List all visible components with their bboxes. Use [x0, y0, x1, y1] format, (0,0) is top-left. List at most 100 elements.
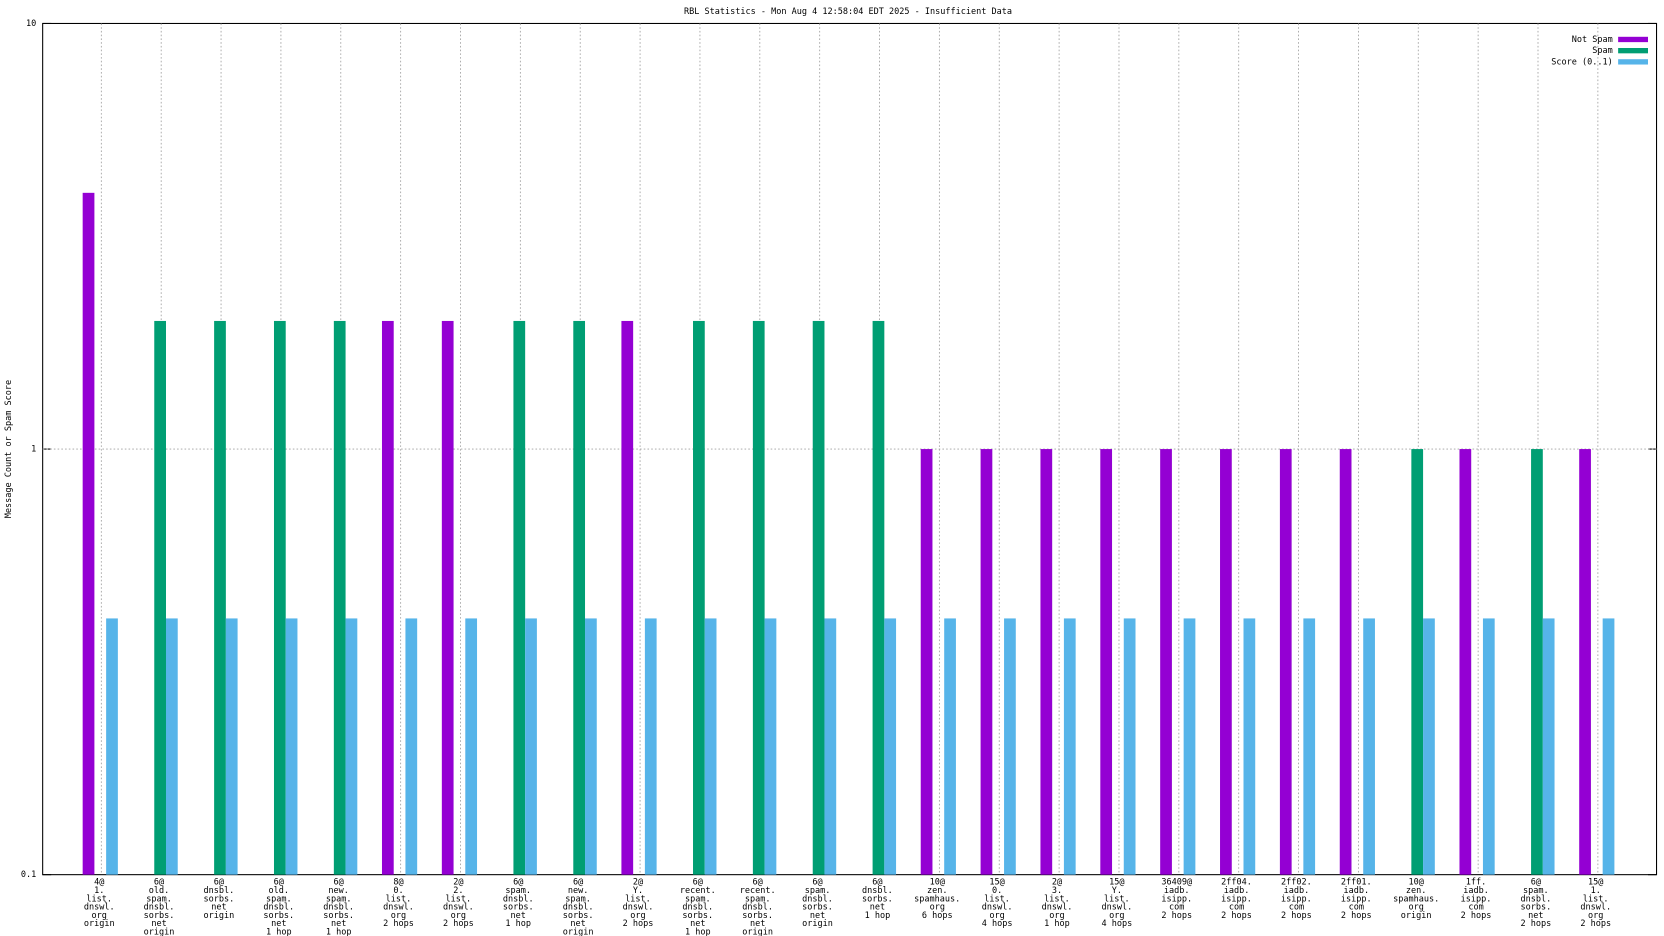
x-tick-label: iadb. — [1284, 886, 1310, 896]
x-tick-label: spam. — [266, 894, 292, 904]
x-tick-label: 1 hop — [326, 928, 352, 936]
x-tick-label: org — [630, 911, 645, 921]
x-tick-label: spam. — [685, 894, 711, 904]
x-tick-label: 2 hops — [1520, 919, 1551, 929]
x-tick-label: 2@ — [453, 878, 463, 888]
legend-swatch — [1618, 48, 1648, 54]
x-tick-label: dnsbl. — [204, 886, 235, 896]
bar — [573, 320, 586, 875]
bar — [1542, 618, 1555, 875]
x-tick-label: dnswl. — [443, 903, 474, 913]
x-tick-label: isipp. — [1221, 894, 1252, 904]
legend-label: Spam — [1592, 46, 1613, 56]
x-tick-label: 2ff04. — [1221, 878, 1252, 888]
x-tick-label: 2 hops — [623, 919, 654, 929]
bar — [1243, 618, 1256, 875]
x-tick-label: dnswl. — [623, 903, 654, 913]
x-tick-label: dnsbl. — [503, 894, 534, 904]
x-tick-label: origin — [802, 919, 833, 929]
x-tick-label: spam. — [805, 886, 831, 896]
bar — [1279, 449, 1292, 875]
bar — [1423, 618, 1435, 875]
x-tick-label: 10@ — [1408, 878, 1423, 888]
x-tick-label: 2 hops — [443, 919, 474, 929]
x-tick-label: zen. — [1406, 886, 1427, 896]
x-tick-label: 6@ — [693, 878, 703, 888]
x-tick-label: dnswl. — [1042, 903, 1073, 913]
x-tick-label: dnswl. — [383, 903, 414, 913]
x-tick-label: spam. — [505, 886, 531, 896]
x-tick-label: org — [451, 911, 466, 921]
x-tick-label: iadb. — [1224, 886, 1250, 896]
legend-swatch — [1618, 36, 1648, 43]
x-tick-label: 6@ — [573, 878, 583, 888]
bar — [154, 320, 166, 875]
bar — [1123, 618, 1136, 875]
x-tick-label: new. — [328, 886, 349, 896]
bar — [980, 449, 993, 875]
x-tick-label: dnsbl. — [263, 903, 294, 913]
y-tick-label: 10 — [26, 19, 36, 29]
bar — [1303, 618, 1316, 875]
x-tick-label: Y. — [633, 886, 643, 896]
bar — [1063, 618, 1076, 875]
x-tick-label: 2 hops — [1461, 911, 1492, 921]
x-tick-label: 1 hop — [505, 919, 531, 929]
x-tick-label: 1 hop — [266, 928, 292, 936]
x-tick-label: 6 hops — [922, 911, 953, 921]
x-tick-label: old. — [269, 886, 290, 896]
x-tick-label: com — [1349, 903, 1364, 913]
x-tick-label: net — [331, 919, 346, 929]
x-tick-label: 2 hops — [1341, 911, 1372, 921]
x-tick-label: recent. — [680, 886, 716, 896]
x-tick-label: 3. — [1052, 886, 1062, 896]
x-tick-label: net — [690, 919, 705, 929]
bar — [381, 320, 394, 875]
bar — [273, 320, 286, 875]
x-tick-label: isipp. — [1281, 894, 1312, 904]
x-tick-label: origin — [563, 928, 594, 936]
bar — [1100, 449, 1113, 875]
x-tick-label: origin — [1401, 911, 1432, 921]
x-tick-label: sorbs. — [862, 894, 893, 904]
x-tick-label: list. — [625, 894, 651, 904]
x-tick-label: 1ff. — [1466, 878, 1487, 888]
x-tick-label: 36409@ — [1161, 878, 1192, 888]
bar — [812, 320, 825, 875]
x-tick-label: origin — [144, 928, 175, 936]
x-tick-label: isipp. — [1341, 894, 1372, 904]
x-tick-label: 2 hops — [1221, 911, 1252, 921]
bar — [693, 320, 705, 875]
x-tick-label: origin — [84, 919, 115, 929]
bar — [405, 618, 418, 875]
x-tick-label: org — [1588, 911, 1603, 921]
x-tick-label: spamhaus. — [914, 894, 960, 904]
bar — [1363, 618, 1375, 875]
x-tick-label: 15@ — [1109, 878, 1124, 888]
x-tick-label: old. — [149, 886, 170, 896]
bar — [1579, 449, 1591, 875]
x-tick-label: 6@ — [214, 878, 224, 888]
x-tick-label: 1. — [1591, 886, 1601, 896]
x-tick-label: sorbs. — [323, 911, 354, 921]
x-tick-label: 2 hops — [1281, 911, 1312, 921]
bar — [872, 320, 885, 875]
x-tick-label: 6@ — [154, 878, 164, 888]
bar — [1160, 449, 1172, 875]
bar — [165, 618, 178, 875]
x-tick-label: dnsbl. — [862, 886, 893, 896]
legend-swatch — [1618, 59, 1648, 65]
x-tick-label: spam. — [146, 894, 172, 904]
x-tick-label: dnsbl. — [802, 894, 833, 904]
x-tick-label: spam. — [326, 894, 352, 904]
x-tick-label: list. — [386, 894, 412, 904]
x-tick-label: com — [1229, 903, 1244, 913]
bar — [1602, 618, 1615, 875]
x-tick-label: 4 hops — [1101, 919, 1132, 929]
x-tick-label: com — [1169, 903, 1184, 913]
x-tick-label: list. — [1104, 894, 1130, 904]
x-tick-label: 2@ — [1052, 878, 1062, 888]
bar — [106, 618, 118, 875]
